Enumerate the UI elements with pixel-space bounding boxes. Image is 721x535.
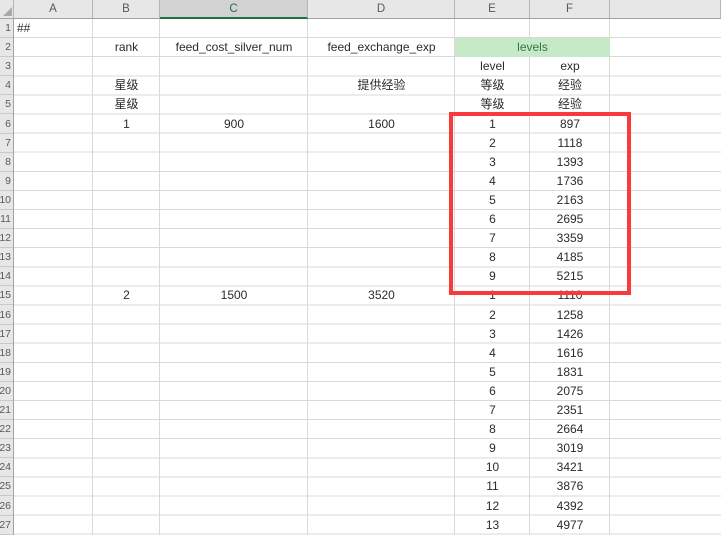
cell-E26[interactable]: 12 [485, 498, 500, 513]
row-header-4[interactable]: 4 [0, 76, 13, 96]
cell-C15[interactable]: 1500 [220, 288, 248, 303]
cell-D2[interactable]: feed_exchange_exp [327, 40, 436, 55]
row-header-12[interactable]: 12 [0, 229, 13, 249]
column-header-c[interactable]: C [160, 0, 308, 19]
annotation-red-box[interactable] [449, 112, 631, 295]
cell-B5[interactable]: 星级 [114, 97, 139, 112]
cell-F24[interactable]: 3421 [556, 460, 584, 475]
row-header-23[interactable]: 23 [0, 439, 13, 459]
cell-E2[interactable]: levels [455, 38, 610, 58]
cell-E16[interactable]: 2 [489, 307, 496, 322]
cell-D6[interactable]: 1600 [368, 116, 395, 131]
cell-E17[interactable]: 3 [489, 326, 496, 341]
select-all-corner[interactable] [0, 0, 14, 19]
row-header-11[interactable]: 11 [0, 210, 13, 230]
row-header-24[interactable]: 24 [0, 458, 13, 478]
row-header-18[interactable]: 18 [0, 343, 13, 363]
row-header-15[interactable]: 15 [0, 286, 13, 306]
column-header-a[interactable]: A [14, 0, 93, 19]
cell-A1[interactable]: ## [17, 21, 31, 35]
select-all-triangle-icon [3, 7, 12, 16]
column-header-f[interactable]: F [530, 0, 610, 19]
column-header-d[interactable]: D [308, 0, 455, 19]
row-header-13[interactable]: 13 [0, 248, 13, 268]
cell-F20[interactable]: 2075 [556, 383, 584, 398]
cell-B6[interactable]: 1 [123, 116, 130, 131]
row-header-1[interactable]: 1 [0, 19, 13, 39]
cell-E25[interactable]: 11 [486, 479, 499, 494]
cell-B4[interactable]: 星级 [114, 78, 139, 93]
cell-E24[interactable]: 10 [485, 460, 500, 475]
cell-E3[interactable]: level [480, 59, 505, 74]
cell-B2[interactable]: rank [114, 40, 139, 55]
row-header-bar: 1 2 3 4 5 6 7 8 9 10 11 12 13 14 15 16 17 18 19 20 21 22 23 24 2… [0, 19, 14, 535]
row-header-14[interactable]: 14 [0, 267, 13, 287]
cell-E27[interactable]: 13 [485, 517, 500, 532]
cell-F23[interactable]: 3019 [556, 441, 584, 456]
cell-F26[interactable]: 4392 [556, 498, 584, 513]
cell-D15[interactable]: 3520 [368, 288, 395, 303]
cell-F18[interactable]: 1616 [556, 345, 584, 360]
gridline [307, 19, 308, 535]
row-header-9[interactable]: 9 [0, 171, 13, 191]
row-header-25[interactable]: 25 [0, 477, 13, 497]
cell-B15[interactable]: 2 [123, 288, 130, 303]
cell-F27[interactable]: 4977 [556, 517, 584, 532]
row-header-17[interactable]: 17 [0, 324, 13, 344]
cell-E21[interactable]: 7 [489, 403, 496, 417]
cell-E4[interactable]: 等级 [480, 78, 505, 93]
row-header-20[interactable]: 20 [0, 381, 13, 401]
row-header-8[interactable]: 8 [0, 152, 13, 172]
column-header-e[interactable]: E [455, 0, 530, 19]
cell-D4[interactable]: 提供经验 [357, 78, 406, 93]
row-header-2[interactable]: 2 [0, 38, 13, 58]
cell-E19[interactable]: 5 [489, 364, 496, 379]
cell-F25[interactable]: 3876 [556, 479, 584, 494]
row-header-21[interactable]: 21 [0, 401, 13, 421]
column-header-b[interactable]: B [93, 0, 160, 19]
cell-F4[interactable]: 经验 [557, 78, 582, 93]
row-header-10[interactable]: 10 [0, 190, 13, 210]
row-header-6[interactable]: 6 [0, 114, 13, 134]
row-header-27[interactable]: 27 [0, 515, 13, 535]
cell-F16[interactable]: 1258 [556, 307, 584, 322]
cell-F21[interactable]: 2351 [556, 403, 584, 417]
cell-F22[interactable]: 2664 [556, 422, 584, 437]
cell-F3[interactable]: exp [560, 59, 580, 74]
row-header-3[interactable]: 3 [0, 57, 13, 77]
column-header-g[interactable] [610, 0, 721, 19]
cell-E20[interactable]: 6 [489, 383, 496, 398]
cell-C6[interactable]: 900 [223, 116, 245, 131]
row-header-22[interactable]: 22 [0, 420, 13, 440]
row-header-19[interactable]: 19 [0, 362, 13, 382]
cell-F19[interactable]: 1831 [556, 364, 584, 379]
row-header-26[interactable]: 26 [0, 496, 13, 516]
cell-E23[interactable]: 9 [489, 441, 496, 456]
row-header-7[interactable]: 7 [0, 133, 13, 153]
cell-E18[interactable]: 4 [489, 345, 496, 360]
cell-C2[interactable]: feed_cost_silver_num [175, 40, 293, 55]
cell-F17[interactable]: 1426 [556, 326, 584, 341]
cell-E22[interactable]: 8 [489, 422, 496, 437]
row-header-16[interactable]: 16 [0, 305, 13, 325]
row-header-5[interactable]: 5 [0, 95, 13, 115]
